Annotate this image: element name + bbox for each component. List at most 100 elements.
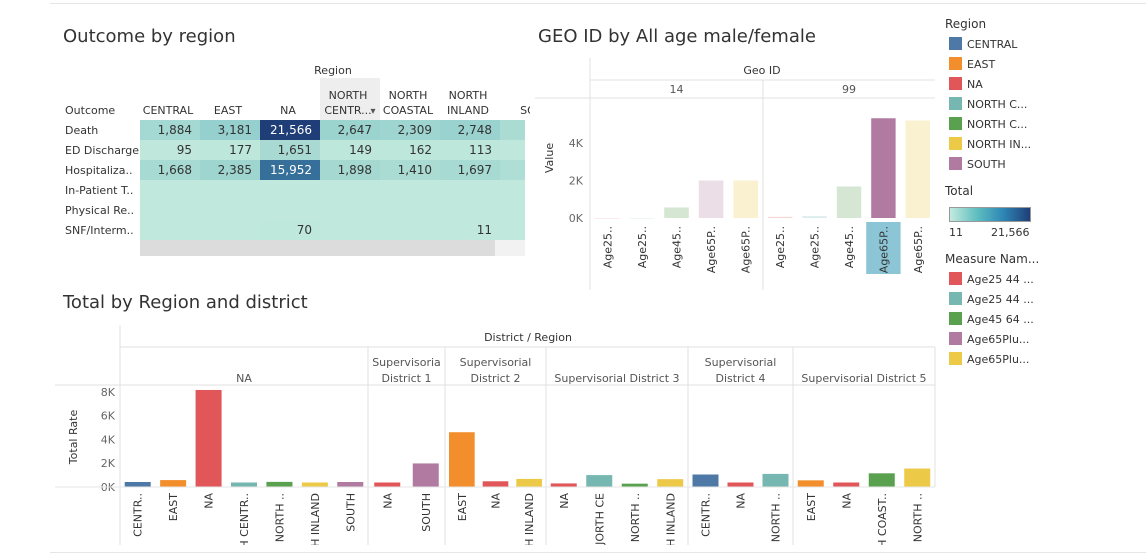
table-cell: [200, 200, 260, 220]
geo-bar: [836, 186, 862, 218]
geo-header: Geo ID: [743, 64, 780, 77]
table-cell: [440, 140, 500, 160]
table-row-label: ED Discharge: [65, 144, 139, 157]
total-bar: [868, 473, 895, 487]
bottom-border: [50, 552, 1146, 553]
total-bar: [727, 482, 754, 487]
total-title: Total by Region and district: [63, 292, 308, 313]
table-column-label: INLAND: [447, 104, 489, 117]
table-cell: [380, 200, 440, 220]
total-x-tick: CENTR..: [132, 493, 145, 537]
legend-item[interactable]: CENTRAL: [949, 37, 1017, 51]
total-header: District / Region: [484, 331, 572, 344]
outcome-highlight-table[interactable]: Region Outcome CENTRAL EAST NA NORTH CENTR... N…: [55, 58, 530, 258]
geo-x-tick: Age25..: [774, 226, 787, 268]
table-cell: [260, 220, 320, 240]
legend-swatch: [949, 97, 962, 110]
legend-label: Age65Plu...: [967, 333, 1030, 346]
table-cell-value: 21,566: [270, 123, 312, 137]
total-x-tick: NA: [381, 493, 394, 509]
geo-y-tick: 2K: [569, 175, 584, 188]
geo-x-tick: Age65P..: [740, 226, 753, 273]
total-bar: [586, 475, 613, 487]
total-legend-max: 21,566: [991, 226, 1030, 239]
table-column-label: EAST: [214, 104, 242, 117]
total-bar: [692, 474, 719, 487]
legend-item[interactable]: Age45 64 ...: [949, 312, 1034, 326]
total-x-tick: EAST: [456, 493, 469, 521]
table-cell-value: 11: [477, 223, 492, 237]
legend-swatch: [949, 272, 962, 285]
legend-label: Age25 44 ...: [967, 293, 1034, 306]
total-bar: [833, 482, 860, 487]
geo-bar: [802, 216, 827, 218]
table-cell: [500, 200, 525, 220]
table-cell-value: 2,748: [458, 123, 492, 137]
table-cell-value: 2,309: [398, 123, 432, 137]
legend-swatch: [949, 157, 962, 170]
geo-bar: [905, 120, 930, 218]
table-cell: [320, 140, 380, 160]
table-cell: [320, 120, 380, 140]
geo-bar: [768, 216, 793, 218]
table-cell: [380, 120, 440, 140]
legend-label: NA: [967, 78, 983, 91]
geo-bar: [871, 118, 896, 218]
total-x-tick: NORTH ..: [770, 493, 783, 542]
geo-y-tick: 0K: [569, 212, 584, 225]
legend-item[interactable]: EAST: [949, 57, 995, 71]
total-panel-label: Supervisorial District 5: [801, 372, 926, 385]
table-scrollbar-thumb: [140, 240, 495, 256]
total-x-tick: NA: [735, 493, 748, 509]
table-cell-value: 113: [469, 143, 492, 157]
table-column-label-line1: NORTH: [449, 89, 488, 102]
table-row-label: Hospitaliza..: [65, 164, 132, 177]
legend-label: EAST: [967, 58, 996, 71]
geo-y-label: Value: [543, 143, 556, 173]
total-bar: [124, 482, 151, 487]
total-x-tick: EAST: [805, 493, 818, 521]
legend-item[interactable]: Age65Plu...: [949, 352, 1029, 366]
legend-item[interactable]: NORTH C...: [949, 117, 1027, 131]
table-cell: [200, 120, 260, 140]
legend-item[interactable]: Age25 44 ...: [949, 292, 1034, 306]
table-row-label: SNF/Interm..: [65, 224, 134, 237]
legend-label: Age45 64 ...: [967, 313, 1034, 326]
legend-item[interactable]: Age25 44 ...: [949, 272, 1034, 286]
geo-x-tick: Age25..: [636, 226, 649, 268]
legend-label: Age65Plu...: [967, 353, 1030, 366]
sort-glyph: ▾: [370, 106, 375, 117]
legend-item[interactable]: NA: [949, 77, 983, 91]
legend-item[interactable]: SOUTH: [949, 157, 1006, 171]
table-cell-value: 2,647: [338, 123, 372, 137]
table-column-label: CENTR...: [324, 104, 371, 117]
total-x-tick: CENTR..: [700, 493, 713, 537]
total-bar: [412, 463, 439, 487]
total-bar: [657, 479, 684, 487]
table-cell: [500, 180, 525, 200]
table-cell-value: 1,410: [398, 163, 432, 177]
total-bar: [195, 389, 222, 487]
legend-swatch: [949, 57, 962, 70]
table-cell: [380, 140, 440, 160]
table-cell-value: 177: [229, 143, 252, 157]
geo-panel-label: 99: [842, 83, 856, 96]
legend-label: Age25 44 ...: [967, 273, 1034, 286]
total-bar: [301, 482, 328, 487]
legend-item[interactable]: NORTH IN...: [949, 137, 1031, 151]
geo-bar: [629, 218, 655, 219]
legend-item[interactable]: NORTH C...: [949, 97, 1027, 111]
legend-swatch: [949, 292, 962, 305]
legend-item[interactable]: Age65Plu...: [949, 332, 1029, 346]
legend-label: NORTH C...: [967, 98, 1028, 111]
geo-bar-chart[interactable]: Geo ID Value 0K 2K 4K 14 Age25.. Age25.. Age45..…: [535, 58, 935, 290]
legend-swatch: [949, 352, 962, 365]
table-cell: [320, 200, 380, 220]
legend-label: NORTH IN...: [967, 138, 1032, 151]
table-cell-value: 15,952: [270, 163, 312, 177]
table-cell: [200, 180, 260, 200]
legend-swatch: [949, 332, 962, 345]
total-bar: [516, 478, 542, 487]
table-row-label: In-Patient T..: [65, 184, 133, 197]
